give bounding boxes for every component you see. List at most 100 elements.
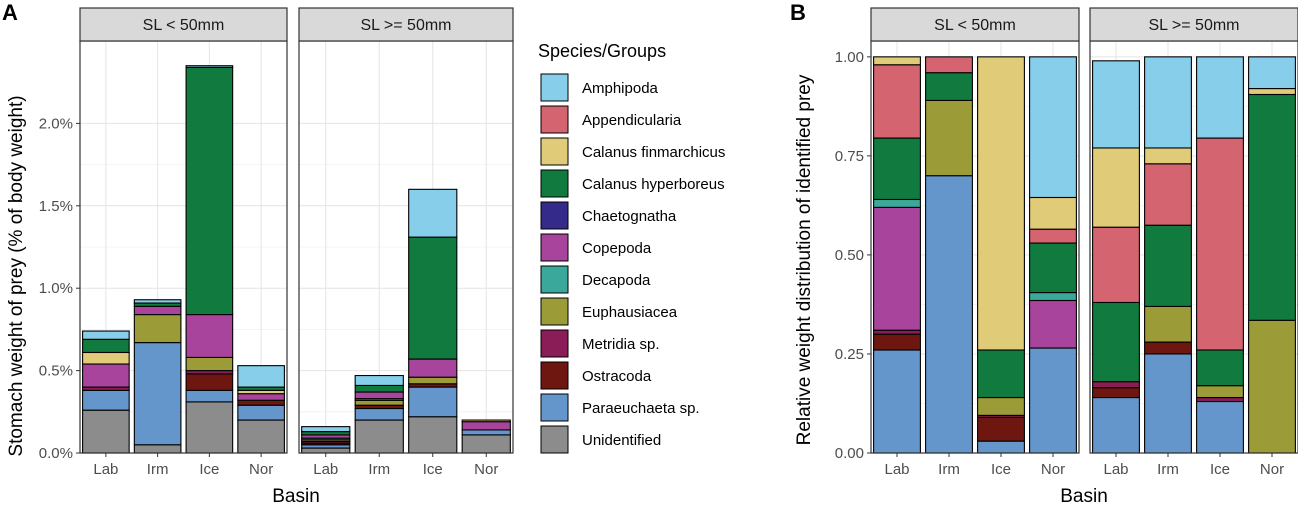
bar-segment-amphipoda-nor [1248, 56, 1296, 90]
y-tick-label: 1.0% [39, 280, 73, 297]
bar-segment-euphausiacea-nor [1248, 319, 1296, 454]
bar-segment-calanus-finmarchicus-irm [1144, 147, 1192, 165]
legend-title: Species/Groups [538, 41, 666, 61]
bar-segment-copepoda-nor [461, 421, 511, 431]
x-axis-title-b: Basin [1060, 486, 1108, 507]
bar-segment-amphipoda-lab [82, 330, 130, 340]
bar-segment-decapoda-lab [873, 198, 921, 208]
bar-segment-calanus-hyperboreus-lab [1092, 301, 1140, 383]
bar-segment-copepoda-nor [1029, 299, 1077, 349]
bar-segment-amphipoda-irm [354, 374, 404, 386]
strip-label: SL >= 50mm [1148, 17, 1239, 34]
legend-key-7 [540, 297, 569, 326]
bar-segment-appendicularia-ice [1196, 137, 1244, 351]
x-tick-label: Ice [199, 461, 219, 478]
bar-segment-euphausiacea-ice [1196, 385, 1244, 399]
strip-0-0 [79, 7, 288, 42]
bar-segment-ostracoda-ice [977, 416, 1025, 442]
bar-segment-copepoda-irm [133, 305, 182, 316]
bar-segment-amphipoda-nor [1029, 56, 1077, 199]
bar-segment-calanus-hyperboreus-lab [873, 137, 921, 201]
bar-segment-amphipoda-ice [185, 65, 234, 68]
bar-segment-unidentified-lab [82, 409, 130, 454]
bar-segment-amphipoda-lab [301, 426, 351, 433]
bar-segment-amphipoda-lab [1092, 60, 1140, 149]
bar-segment-copepoda-lab [82, 363, 130, 388]
legend-label-6: Decapoda [582, 272, 651, 289]
bar-segment-paraeuchaeta-sp--nor [461, 429, 511, 436]
bar-segment-calanus-finmarchicus-lab [82, 351, 130, 365]
legend-label-4: Chaetognatha [582, 208, 677, 225]
legend-label-5: Copepoda [582, 240, 652, 257]
bar-segment-calanus-finmarchicus-ice [977, 56, 1025, 351]
bar-segment-paraeuchaeta-sp--irm [925, 175, 973, 454]
bar-segment-unidentified-ice [185, 401, 234, 454]
bar-segment-paraeuchaeta-sp--irm [354, 407, 404, 421]
bar-segment-paraeuchaeta-sp--irm [1144, 353, 1192, 454]
bar-segment-paraeuchaeta-sp--lab [82, 389, 130, 411]
bar-segment-appendicularia-lab [873, 64, 921, 139]
bar-segment-calanus-finmarchicus-lab [1092, 147, 1140, 228]
bar-segment-unidentified-nor [461, 434, 511, 454]
x-tick-label: Lab [93, 461, 118, 478]
y-axis-title-a: Stomach weight of prey (% of body weight… [6, 95, 27, 456]
bar-segment-unidentified-nor [237, 419, 285, 454]
bar-segment-amphipoda-irm [133, 299, 182, 304]
bar-segment-ostracoda-lab [873, 333, 921, 351]
bar-segment-appendicularia-irm [1144, 163, 1192, 226]
x-axis-title-a: Basin [272, 486, 320, 507]
legend-label-11: Unidentified [582, 432, 661, 449]
bar-segment-calanus-hyperboreus-ice [185, 66, 234, 316]
plots: Lab Irm Ice Nor SL < 50mm Lab Irm Ice Nor SL >= 5… [39, 7, 1298, 478]
bar-segment-calanus-finmarchicus-nor [1029, 196, 1077, 230]
legend-key-6 [540, 265, 569, 294]
legend-key-10 [540, 393, 569, 422]
legend-key-11 [540, 425, 569, 454]
bar-segment-unidentified-lab [301, 447, 351, 454]
bar-segment-paraeuchaeta-sp--nor [237, 404, 285, 421]
bar-segment-calanus-hyperboreus-lab [82, 338, 130, 354]
legend-key-9 [540, 361, 569, 390]
legend-label-10: Paraeuchaeta sp. [582, 400, 700, 417]
bar-segment-appendicularia-lab [1092, 226, 1140, 304]
bar-segment-ostracoda-nor [237, 399, 285, 406]
legend-key-3 [540, 169, 569, 198]
bar-segment-euphausiacea-irm [133, 314, 182, 344]
bar-segment-unidentified-irm [354, 419, 404, 454]
x-tick-label: Ice [423, 461, 443, 478]
bar-segment-calanus-hyperboreus-nor [1248, 93, 1296, 321]
x-tick-label: Nor [249, 461, 273, 478]
bar-segment-calanus-hyperboreus-irm [354, 384, 404, 393]
bar-segment-calanus-hyperboreus-irm [1144, 224, 1192, 307]
bar-segment-euphausiacea-irm [1144, 305, 1192, 343]
x-tick-label: Nor [1260, 461, 1284, 478]
bar-segment-calanus-finmarchicus-nor [1248, 87, 1296, 96]
legend-label-2: Calanus finmarchicus [582, 144, 725, 161]
x-tick-label: Nor [1041, 461, 1065, 478]
bar-segment-calanus-hyperboreus-irm [925, 72, 973, 101]
bar-segment-copepoda-ice [185, 314, 234, 358]
bar-segment-copepoda-nor [237, 393, 285, 401]
x-tick-label: Irm [1157, 461, 1179, 478]
bar-segment-amphipoda-ice [408, 188, 458, 238]
legend-label-0: Amphipoda [582, 80, 659, 97]
x-tick-label: Ice [991, 461, 1011, 478]
legend-label-8: Metridia sp. [582, 336, 660, 353]
bar-segment-calanus-finmarchicus-nor [461, 419, 511, 423]
x-tick-label: Lab [884, 461, 909, 478]
panel-label-b: B [790, 0, 806, 25]
bar-segment-ostracoda-lab [1092, 387, 1140, 399]
bar-segment-ostracoda-ice [185, 373, 234, 391]
bar-segment-calanus-hyperboreus-ice [408, 236, 458, 360]
bar-segment-copepoda-irm [354, 391, 404, 400]
legend-key-1 [540, 105, 569, 134]
strip-0-1 [298, 7, 514, 42]
bar-segment-paraeuchaeta-sp--ice [1196, 400, 1244, 454]
legend-label-7: Euphausiacea [582, 304, 678, 321]
bar-segment-calanus-finmarchicus-lab [873, 56, 921, 66]
legend-key-8 [540, 329, 569, 358]
bar-segment-calanus-hyperboreus-ice [1196, 349, 1244, 387]
bar-segment-paraeuchaeta-sp--lab [873, 349, 921, 454]
x-tick-label: Ice [1210, 461, 1230, 478]
